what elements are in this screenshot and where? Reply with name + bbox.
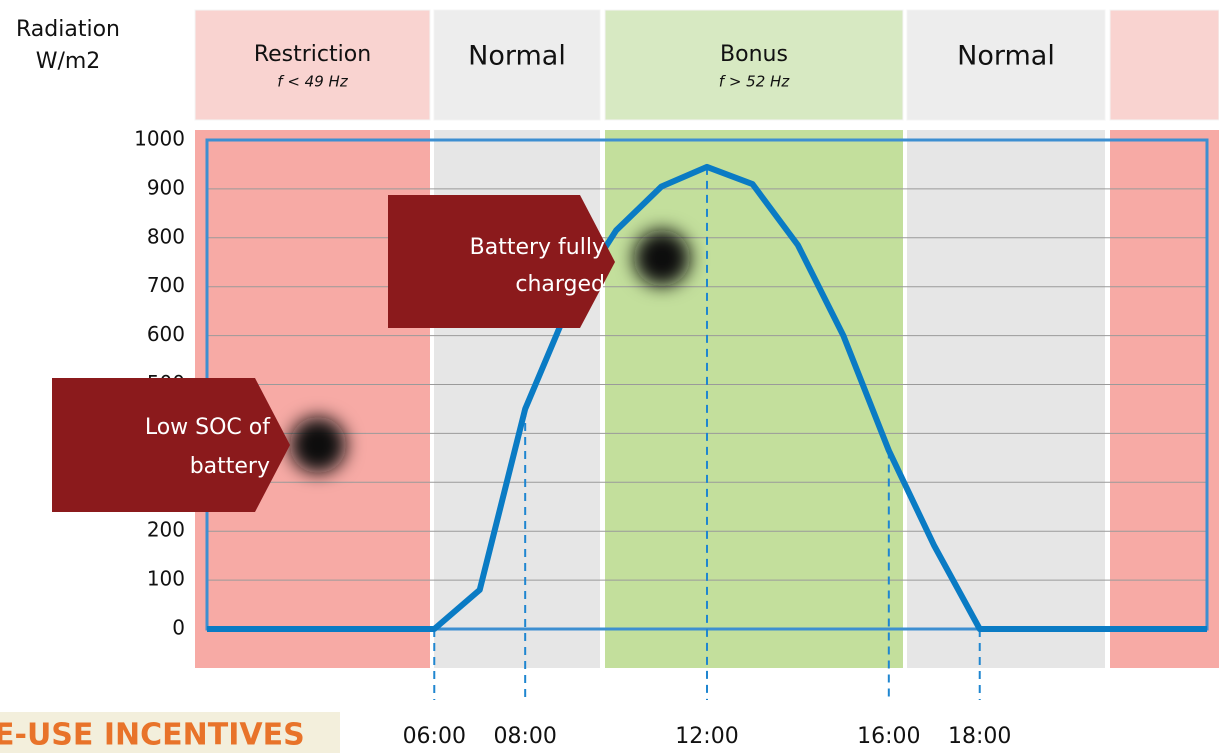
callout-text: charged xyxy=(515,272,605,297)
zone-header xyxy=(194,9,431,121)
zone xyxy=(1110,130,1219,668)
zone-header xyxy=(604,9,904,121)
y-tick-label: 700 xyxy=(147,273,185,297)
x-tick-label: 08:00 xyxy=(493,724,556,749)
y-tick-label: 200 xyxy=(147,518,185,542)
zone-header xyxy=(1109,9,1219,121)
x-tick-label: 06:00 xyxy=(403,724,466,749)
zone xyxy=(907,130,1105,668)
y-tick-label: 1000 xyxy=(134,127,185,151)
zone xyxy=(605,130,903,668)
footer-text: E-USE INCENTIVES xyxy=(0,718,305,753)
callout-text: battery xyxy=(190,454,270,479)
callout-text: Low SOC of xyxy=(145,415,271,440)
zone-label: Normal xyxy=(468,41,566,72)
callout xyxy=(388,195,615,328)
y-axis-label: Radiation xyxy=(16,17,120,42)
callout-text: Battery fully xyxy=(470,235,605,260)
y-tick-label: 800 xyxy=(147,224,185,248)
zone-label: Normal xyxy=(957,41,1055,72)
zone-sublabel: f < 49 Hz xyxy=(277,73,349,91)
radiation-line xyxy=(207,163,1207,632)
zone-header xyxy=(433,9,601,121)
y-tick-label: 600 xyxy=(147,322,185,346)
zone-header xyxy=(906,9,1106,121)
x-tick-label: 18:00 xyxy=(948,724,1011,749)
shadow-blob xyxy=(290,417,346,473)
callout xyxy=(52,378,290,512)
zone-sublabel: f > 52 Hz xyxy=(719,73,791,91)
y-tick-label: 100 xyxy=(147,567,185,591)
y-tick-label: 900 xyxy=(147,175,185,199)
x-tick-label: 12:00 xyxy=(675,724,738,749)
x-tick-label: 16:00 xyxy=(857,724,920,749)
zone-label: Restriction xyxy=(254,42,371,67)
y-axis-label: W/m2 xyxy=(36,49,101,74)
y-tick-label: 0 xyxy=(172,616,185,640)
zone-label: Bonus xyxy=(720,42,788,67)
footer-band xyxy=(0,712,340,753)
shadow-blob xyxy=(634,230,690,286)
